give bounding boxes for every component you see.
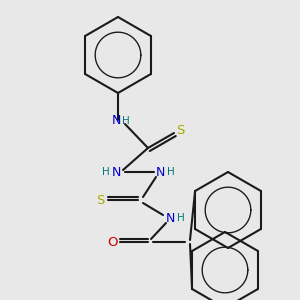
Text: H: H (177, 213, 185, 223)
Text: N: N (155, 166, 165, 178)
Text: H: H (167, 167, 175, 177)
Text: N: N (111, 115, 121, 128)
Text: H: H (102, 167, 110, 177)
Text: N: N (165, 212, 175, 224)
Text: N: N (111, 166, 121, 178)
Text: O: O (107, 236, 117, 248)
Text: S: S (176, 124, 184, 136)
Text: S: S (96, 194, 104, 206)
Text: H: H (122, 116, 130, 126)
